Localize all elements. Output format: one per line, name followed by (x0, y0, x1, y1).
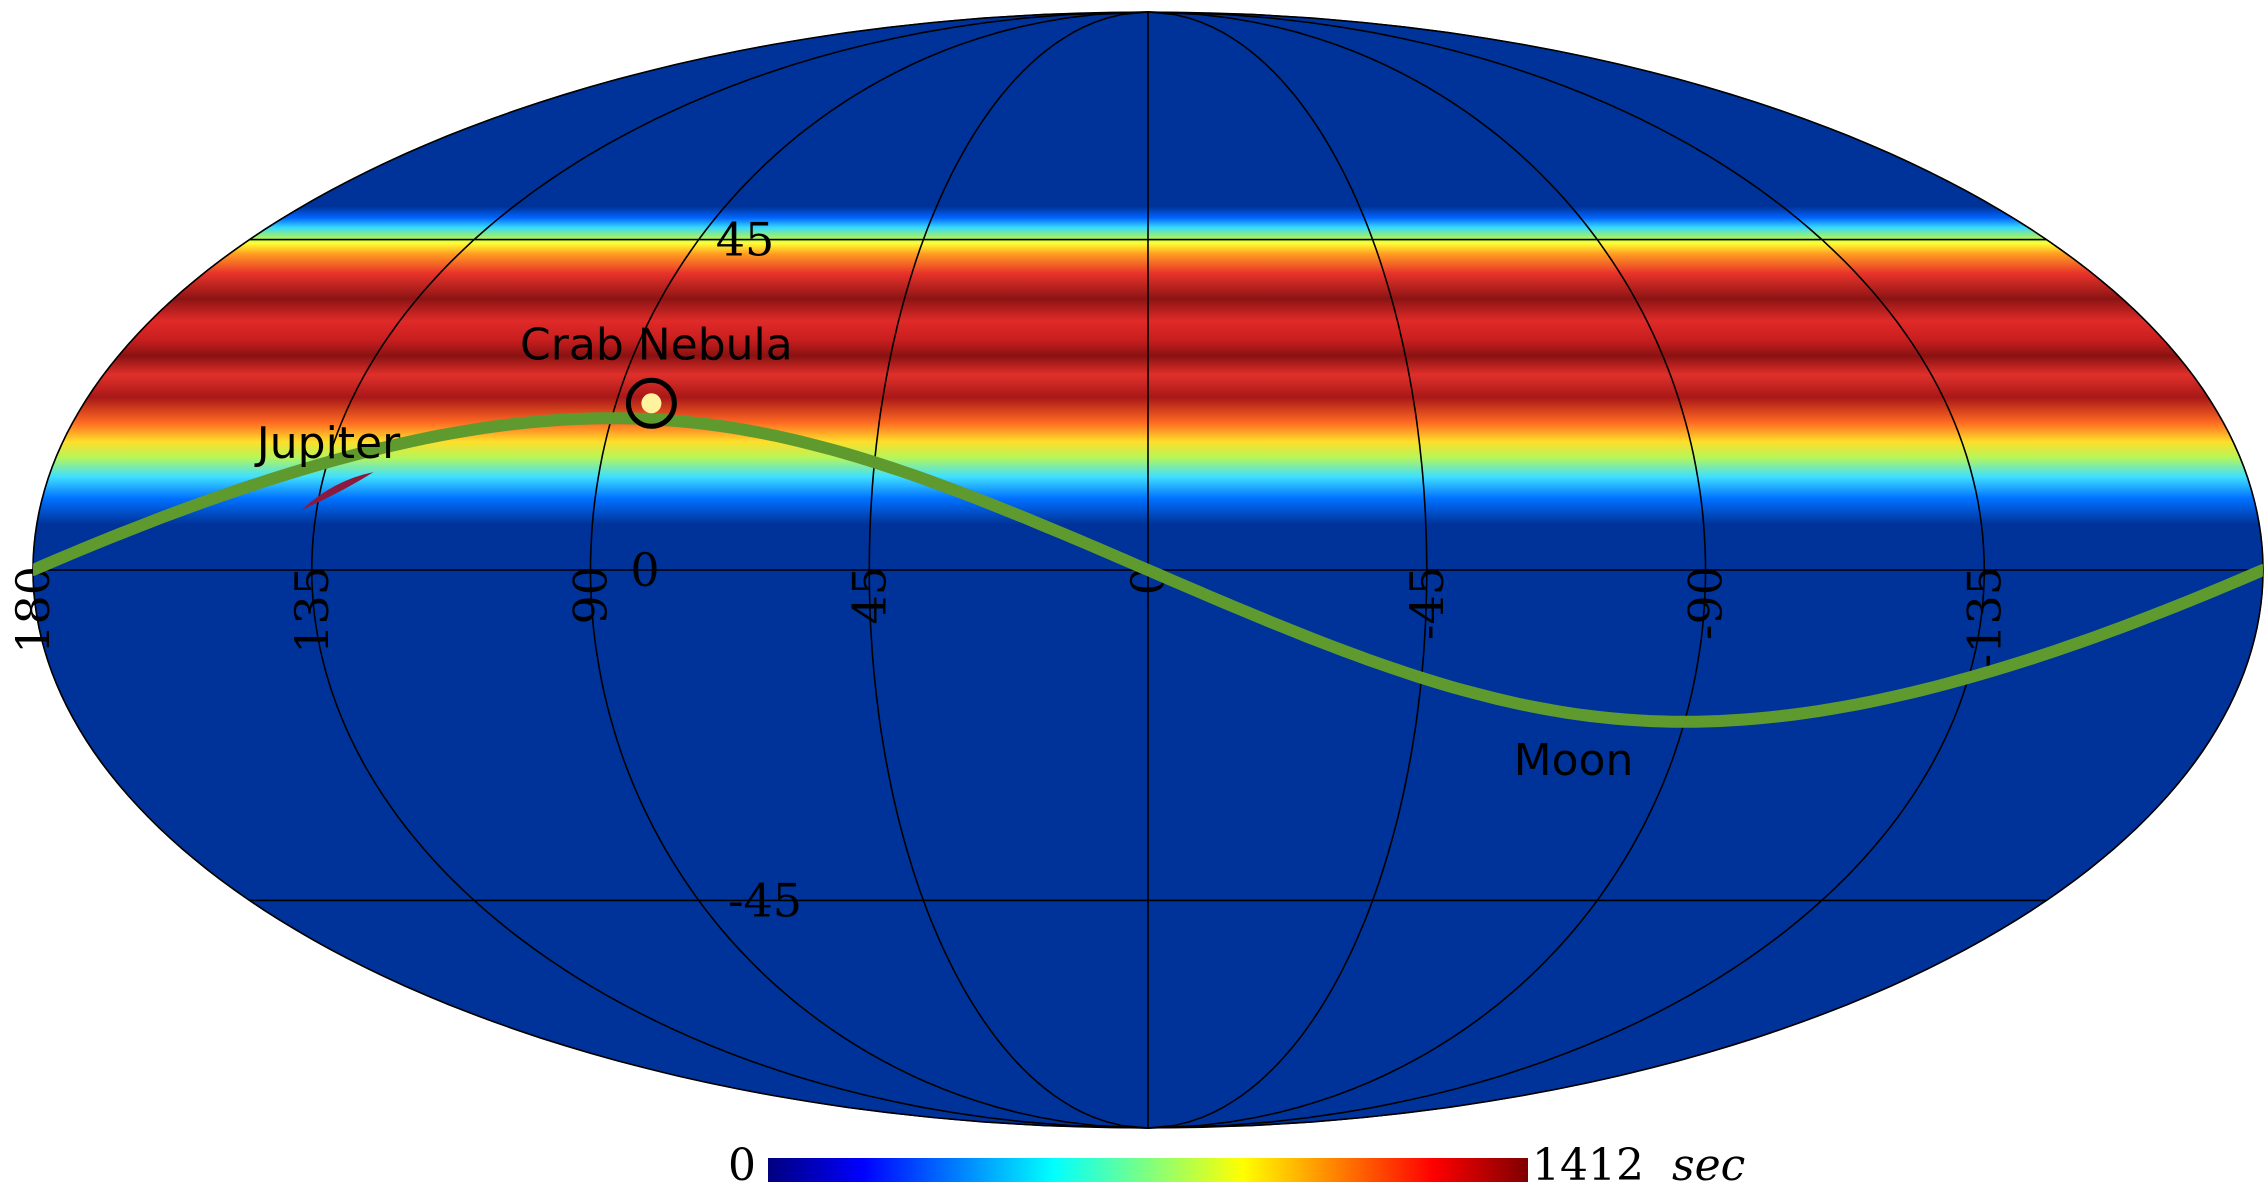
longitude-label: -90 (1679, 566, 1733, 640)
latitude-label: -45 (728, 873, 802, 927)
longitude-label: 90 (564, 566, 618, 625)
latitude-label: 45 (716, 213, 775, 267)
colorbar-unit-label: sec (1672, 1140, 1745, 1191)
jupiter-label: Jupiter (254, 418, 401, 469)
latitude-label: 0 (630, 543, 659, 597)
jupiter-marker (301, 472, 374, 511)
longitude-label: -135 (1957, 566, 2011, 669)
crab-nebula-dot (641, 393, 662, 414)
colorbar: 0 1412 sec (728, 1140, 1745, 1191)
crab-nebula-label: Crab Nebula (520, 319, 793, 370)
longitude-label: 135 (285, 566, 339, 654)
crab-nebula-ring (625, 377, 677, 429)
colorbar-gradient (768, 1158, 1528, 1182)
crab-nebula-marker (625, 377, 677, 429)
longitude-label: 180 (6, 566, 60, 654)
exposure-band (33, 206, 2263, 525)
colorbar-min-label: 0 (728, 1140, 756, 1191)
moon-label: Moon (1514, 735, 1634, 786)
colorbar-max-label: 1412 (1532, 1140, 1644, 1191)
colorbar-max-group: 1412 sec (1532, 1140, 1745, 1191)
moon-path (33, 412, 2263, 728)
longitude-label: 45 (842, 566, 896, 625)
longitude-label: -45 (1400, 566, 1454, 640)
